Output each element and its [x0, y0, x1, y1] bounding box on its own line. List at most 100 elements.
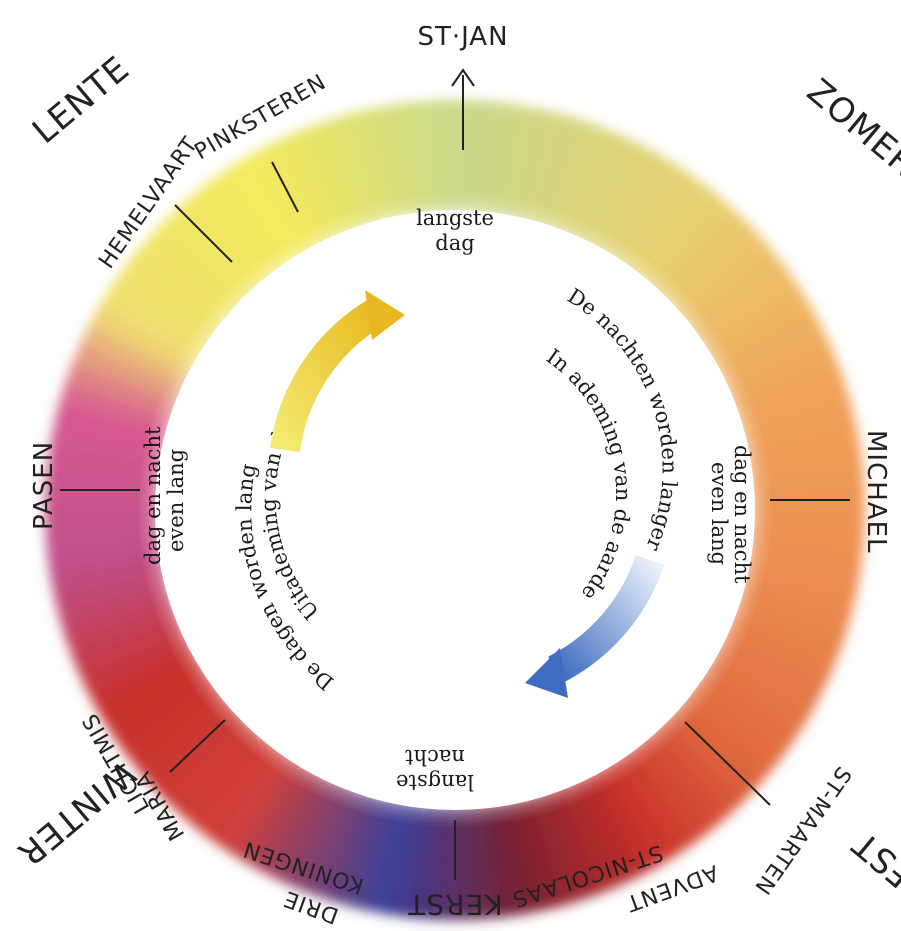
ring-segment: [45, 463, 162, 495]
ring-segment: [682, 683, 787, 771]
ring-segment: [268, 134, 338, 248]
ring-segment: [575, 135, 645, 249]
ring-segment: [147, 705, 247, 800]
ring-segment: [328, 113, 382, 230]
ring-segment: [265, 771, 335, 885]
ring-segment: [743, 424, 861, 467]
ring-segment: [79, 627, 193, 697]
ring-segment: [45, 506, 161, 532]
ring-segment: [650, 718, 745, 818]
ring-segment: [89, 301, 201, 377]
ring-segment: [369, 104, 412, 222]
equinox-left-line-1: dag en nacht: [141, 426, 165, 565]
ring-segment: [615, 166, 699, 273]
st-jan-arrowhead: [451, 68, 475, 87]
ring-segment: [516, 109, 565, 226]
ring-segment: [558, 779, 622, 894]
ring-segment: [467, 803, 498, 920]
ring-segment: [600, 757, 679, 867]
ring-segment: [626, 739, 713, 844]
seasonal-color-ring: [45, 100, 865, 920]
ring-segment: [543, 785, 602, 901]
ring-segment: [246, 764, 322, 876]
ring-segment: [640, 191, 732, 293]
ring-segment: [531, 114, 586, 231]
ring-segment: [528, 790, 582, 907]
ring-segment: [88, 641, 200, 715]
ring-segment: [730, 363, 846, 422]
st-maarten-tick: [684, 721, 771, 806]
ring-segment: [560, 127, 625, 242]
ring-segment: [746, 540, 863, 578]
ring-segment: [165, 202, 260, 302]
ring-segment: [412, 100, 443, 217]
ring-segment: [308, 119, 367, 235]
ring-segment: [743, 556, 860, 599]
equinox-right-line-1: dag en nacht: [730, 445, 754, 584]
ring-segment: [194, 737, 282, 842]
ring-segment: [734, 586, 851, 641]
season-autumn: HERFST: [845, 823, 901, 931]
ring-segment: [58, 583, 175, 637]
ring-segment: [408, 803, 440, 920]
ring-segment: [433, 100, 459, 216]
ring-segment: [628, 178, 716, 283]
ring-segment: [652, 205, 748, 304]
ring-segment: [723, 615, 838, 680]
ring-segment: [285, 778, 350, 893]
ring-segment: [710, 305, 822, 379]
ring-segment: [749, 488, 865, 514]
ring-segment: [134, 693, 236, 785]
ring-segment: [53, 568, 171, 617]
inhale-arrowhead: [525, 648, 568, 698]
ring-segment: [99, 283, 209, 363]
ring-segment: [111, 266, 218, 350]
ring-segment: [716, 630, 830, 700]
ring-segment: [109, 668, 217, 751]
season-spring: LENTE: [25, 49, 137, 152]
ring-segment: [150, 217, 249, 313]
ring-segment: [663, 220, 763, 315]
ring-segment: [304, 784, 364, 900]
ring-segment: [724, 343, 839, 407]
ring-segment: [64, 598, 180, 657]
ring-segment: [748, 467, 865, 498]
inner-fade: [137, 192, 773, 828]
ring-segment: [586, 765, 660, 877]
ring-segment: [674, 235, 776, 327]
feast-kerst: KERST: [407, 888, 502, 921]
ring-segment: [672, 695, 774, 787]
ring-segment: [228, 756, 308, 866]
ring-segment: [735, 383, 852, 437]
hemelvaart-tick: [174, 204, 233, 263]
ring-segment: [180, 189, 272, 291]
ring-segment: [470, 100, 502, 217]
ring-segment: [748, 525, 865, 557]
ring-segment: [59, 379, 176, 434]
feast-st-jan: ST·JAN: [417, 22, 508, 52]
ring-segment: [288, 126, 352, 241]
ring-segment: [513, 794, 562, 912]
ring-segment: [98, 655, 208, 734]
longest-night-line-1: langste: [396, 770, 474, 794]
maria-lichtmis-tick: [169, 719, 226, 773]
ring-segment: [250, 143, 324, 255]
ring-segment: [45, 522, 162, 553]
ring-segment: [692, 670, 799, 754]
ring-segment: [123, 249, 228, 337]
ring-segment: [72, 340, 187, 405]
feast-ticks: [60, 68, 850, 880]
ring-segment: [613, 748, 696, 856]
ring-segment: [80, 320, 194, 390]
ring-segment: [661, 707, 760, 803]
ring-segment: [54, 400, 171, 449]
ring-segment: [638, 729, 730, 831]
ring-segment: [717, 323, 831, 393]
exhale-arrowhead: [365, 290, 405, 340]
ring-segment: [739, 571, 856, 620]
ring-segment: [178, 727, 270, 829]
feast-st-maarten: ST-MAARTEN: [749, 762, 856, 900]
ring-segment: [324, 789, 379, 906]
feast-michael: MICHAEL: [861, 430, 891, 554]
